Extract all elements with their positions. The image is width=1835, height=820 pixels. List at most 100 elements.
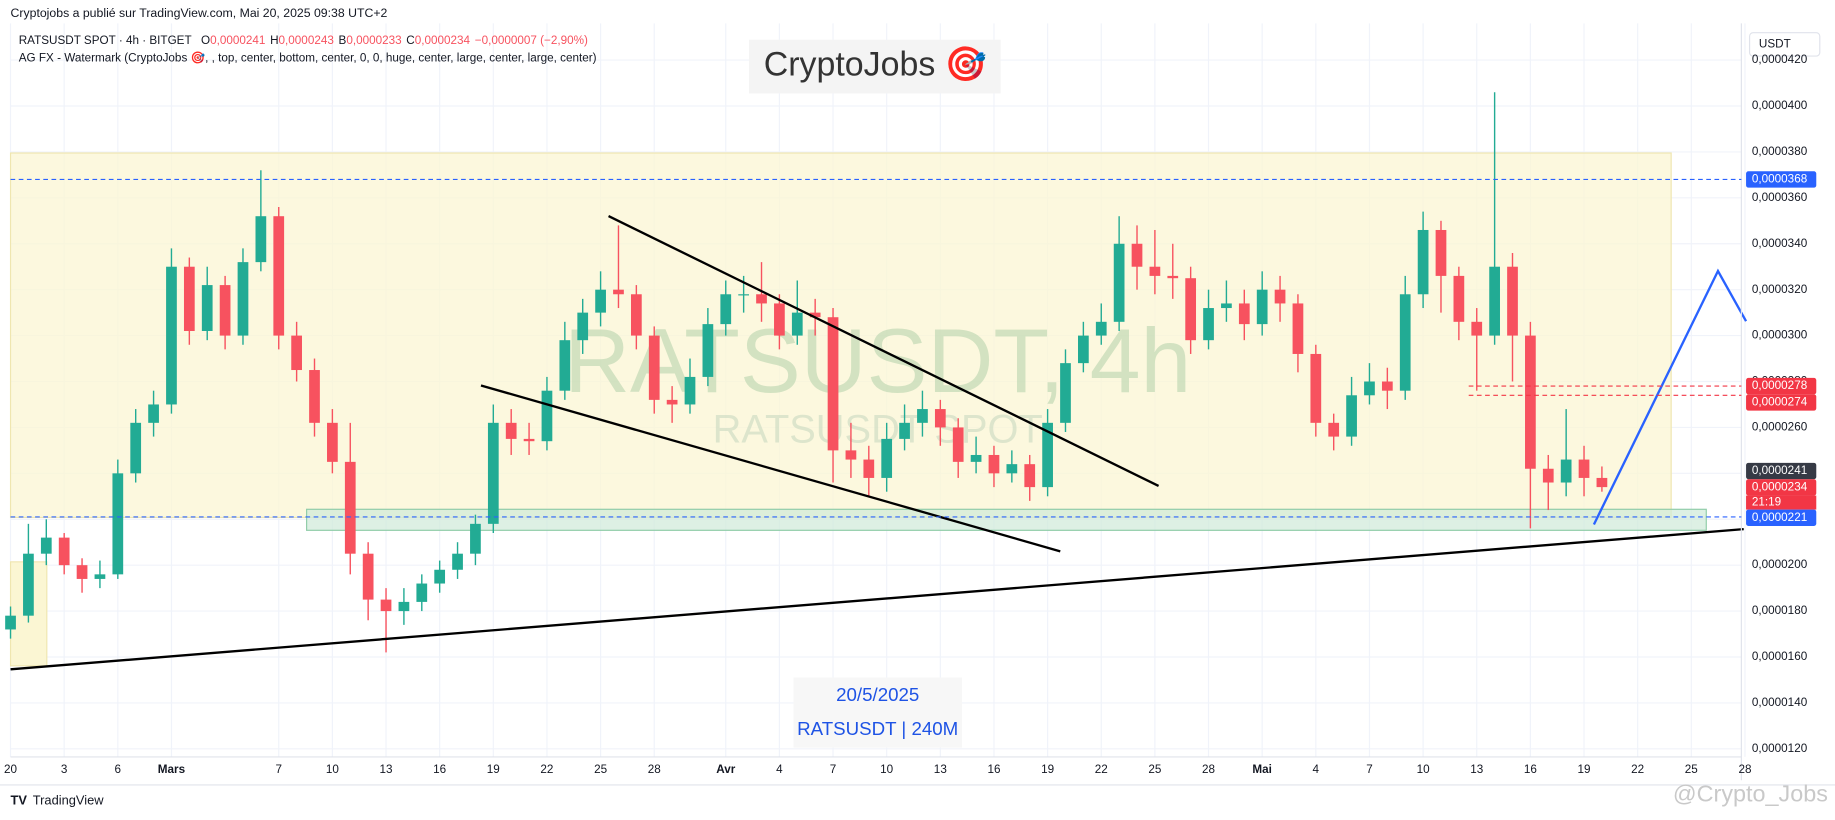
candle-body [505, 422, 517, 439]
candle-body [1507, 266, 1518, 336]
y-tick-label: 0,0000400 [1752, 99, 1808, 112]
x-tick-label: 25 [594, 763, 608, 776]
candle-body [23, 553, 34, 616]
candle-body [934, 409, 946, 428]
candle-body [398, 601, 410, 612]
x-tick-label: 28 [648, 763, 661, 776]
price-tag-label: 0,0000241 [1752, 464, 1807, 477]
brand: TradingView [33, 793, 105, 808]
candle-body [1060, 363, 1071, 423]
candle-body [327, 422, 338, 462]
legend-change: −0,0000007 (−2,90%) [475, 34, 588, 47]
x-tick-label: 10 [1417, 763, 1431, 776]
candle-body [1435, 229, 1447, 276]
candle-body [595, 289, 606, 313]
candle-body [166, 266, 177, 405]
y-tick-label: 0,0000120 [1752, 742, 1808, 755]
y-tick-label: 0,0000420 [1752, 53, 1808, 66]
candle-body [148, 404, 159, 423]
candle-body [273, 216, 285, 336]
y-tick-label: 0,0000180 [1752, 604, 1808, 617]
candle-body [219, 285, 231, 336]
y-tick-label: 0,0000380 [1752, 145, 1808, 158]
candle-body [309, 370, 320, 423]
candle-body [881, 438, 893, 478]
x-tick-label: 22 [1095, 763, 1108, 776]
x-tick-label: 13 [380, 763, 393, 776]
x-tick-label: 25 [1685, 763, 1699, 776]
candle-body [899, 422, 910, 439]
price-tag-label: 0,0000234 [1752, 480, 1808, 493]
projection-line [1592, 268, 1748, 525]
candle-body [201, 285, 213, 331]
candle-body [559, 340, 571, 391]
price-tag-label: 0,0000221 [1752, 511, 1807, 524]
candle-body [738, 294, 750, 296]
x-tick-label: 7 [275, 763, 282, 776]
candle-body [1078, 335, 1089, 364]
x-tick-label: 6 [115, 763, 122, 776]
candle-body [1489, 266, 1500, 336]
x-tick-label: 3 [61, 763, 68, 776]
candle-body [237, 262, 249, 336]
candle-body [380, 599, 392, 612]
candle-body [702, 324, 714, 377]
price-tag [1746, 394, 1817, 411]
watermark-box-text: CryptoJobs 🎯 [764, 46, 987, 84]
candle-body [470, 523, 481, 554]
brand-logo: TV [11, 793, 28, 808]
price-tag [1746, 171, 1817, 188]
x-tick-label: 4 [776, 763, 783, 776]
legend-value: 0,0000243 [279, 34, 334, 47]
candle-body [1525, 335, 1536, 469]
x-tick-label: 10 [326, 763, 340, 776]
y-tick-label: 0,0000200 [1752, 558, 1808, 571]
x-tick-label: Avr [716, 763, 736, 776]
candle-body [1006, 464, 1018, 474]
candle-body [1113, 243, 1125, 322]
y-tick-label: 0,0000300 [1752, 329, 1808, 342]
candle-body [1095, 321, 1107, 336]
x-tick-label: 20 [4, 763, 18, 776]
candle-body [863, 459, 875, 478]
x-tick-label: 16 [433, 763, 446, 776]
candle-body [1417, 229, 1429, 295]
x-tick-label: 22 [1631, 763, 1644, 776]
range-zone [9, 152, 1672, 519]
candle-body [774, 303, 785, 336]
candle-body [5, 615, 16, 630]
candle-body [917, 409, 928, 423]
candle-body [720, 294, 732, 325]
candle-body [970, 454, 982, 462]
candle-body [648, 335, 660, 400]
candle-body [434, 569, 446, 584]
candle-body [541, 390, 553, 442]
trend-line [10, 527, 1744, 671]
x-tick-label: 7 [830, 763, 837, 776]
countdown-tag [1746, 495, 1817, 510]
x-tick-label: 16 [987, 763, 1000, 776]
y-tick-label: 0,0000160 [1752, 650, 1808, 663]
candle-body [416, 583, 428, 602]
candle-body [362, 553, 374, 600]
price-tag-label: 0,0000368 [1752, 173, 1807, 186]
candle-body [1453, 275, 1465, 322]
price-tag [1746, 462, 1817, 480]
candle-body [1346, 395, 1357, 437]
support-zone [306, 508, 1707, 531]
currency: USDT [1759, 37, 1791, 50]
candle-body [183, 266, 195, 331]
date-text: 20/5/2025 [836, 684, 919, 705]
legend: RATSUSDT SPOT · 4h · BITGET O0,0000241 H0,… [19, 34, 588, 47]
currency-box[interactable] [1748, 32, 1821, 57]
candle-body [523, 438, 535, 442]
candle-body [1292, 303, 1304, 354]
x-tick-label: 19 [487, 763, 500, 776]
candle-body [1167, 275, 1179, 279]
candle-body [630, 294, 642, 336]
indicator: AG FX - Watermark (CryptoJobs 🎯, , top, … [19, 51, 597, 65]
y-tick-label: 0,0000320 [1752, 283, 1808, 296]
watermark-box [748, 39, 1001, 94]
